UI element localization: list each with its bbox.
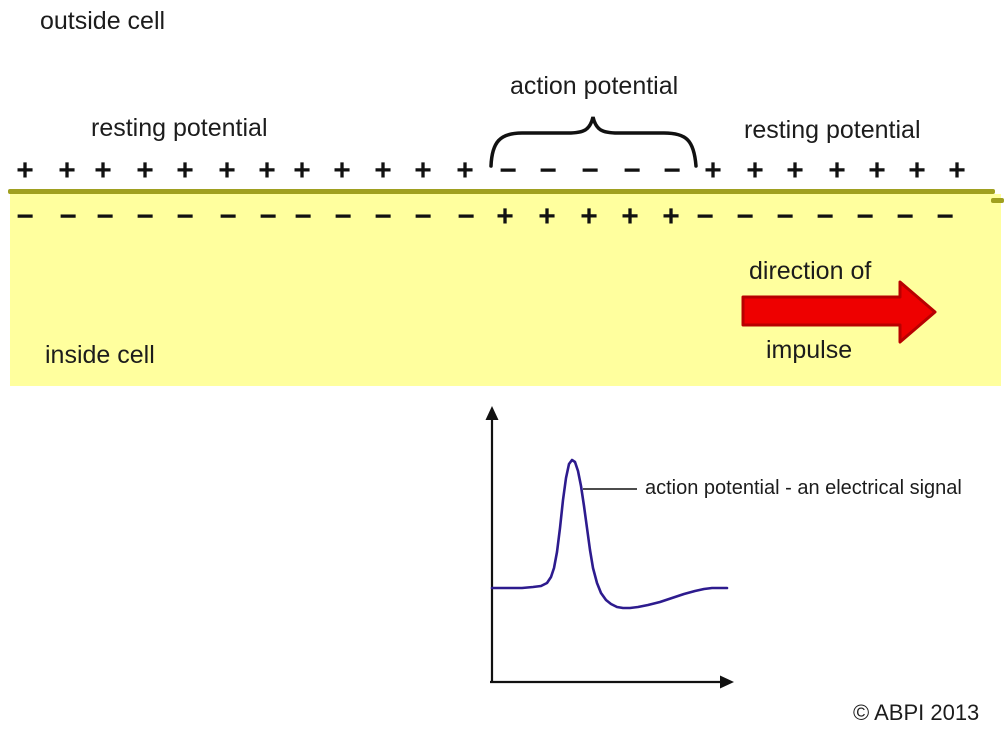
charge-symbol: + [948, 154, 966, 187]
resting-potential-left-label: resting potential [91, 114, 268, 142]
charge-symbol: + [218, 154, 236, 187]
charge-symbol: + [621, 200, 639, 233]
charge-symbol: − [96, 200, 114, 233]
brace-icon [489, 116, 698, 168]
membrane-line-dash [991, 198, 1004, 203]
charge-symbol: − [136, 200, 154, 233]
charge-symbol: + [136, 154, 154, 187]
outside-cell-label: outside cell [40, 7, 166, 35]
charge-symbol: − [663, 154, 681, 187]
direction-arrow-icon [741, 280, 937, 344]
charge-symbol: − [59, 200, 77, 233]
direction-arrow-shape [741, 280, 937, 344]
charge-symbol: − [374, 200, 392, 233]
charge-symbol: − [816, 200, 834, 233]
direction-of-impulse-label-line2: impulse [766, 336, 853, 364]
charge-symbol: − [736, 200, 754, 233]
cell-interior [10, 194, 1001, 386]
graph-annotation-label: action potential - an electrical signal [645, 477, 962, 499]
charge-symbol: + [868, 154, 886, 187]
charge-symbol: − [696, 200, 714, 233]
charge-symbol: + [333, 154, 351, 187]
charge-symbol: − [856, 200, 874, 233]
charge-symbol: + [538, 200, 556, 233]
x-axis-arrowhead-icon [720, 675, 734, 689]
charge-symbol: + [258, 154, 276, 187]
resting-potential-right-label: resting potential [744, 116, 921, 144]
charge-symbol: + [16, 154, 34, 187]
charge-symbol: + [496, 200, 514, 233]
charge-symbol: + [456, 154, 474, 187]
charge-symbol: − [16, 200, 34, 233]
charge-symbol: − [581, 154, 599, 187]
charge-symbol: + [414, 154, 432, 187]
charge-symbol: + [176, 154, 194, 187]
charge-symbol: − [499, 154, 517, 187]
charge-symbol: + [293, 154, 311, 187]
action-potential-graph [485, 406, 734, 689]
charge-symbol: − [176, 200, 194, 233]
charge-symbol: + [374, 154, 392, 187]
inside-cell-label: inside cell [45, 341, 155, 369]
charge-symbol: + [662, 200, 680, 233]
direction-of-impulse-label-line1: direction of [749, 257, 872, 285]
charge-symbol: − [294, 200, 312, 233]
charge-symbol: + [786, 154, 804, 187]
membrane-line [8, 189, 995, 194]
y-axis-arrowhead-icon [485, 406, 499, 420]
charge-symbol: − [539, 154, 557, 187]
charge-symbol: − [414, 200, 432, 233]
charge-symbol: + [908, 154, 926, 187]
membrane-potential-trace [490, 458, 729, 610]
charge-symbol: + [828, 154, 846, 187]
charge-symbol: − [259, 200, 277, 233]
copyright-label: © ABPI 2013 [853, 700, 980, 725]
charge-symbol: + [746, 154, 764, 187]
charge-symbol: − [896, 200, 914, 233]
charge-symbol: − [623, 154, 641, 187]
charge-symbol: + [94, 154, 112, 187]
charge-symbol: − [776, 200, 794, 233]
charge-symbol: − [219, 200, 237, 233]
charge-symbol: + [580, 200, 598, 233]
charge-symbol: − [334, 200, 352, 233]
charge-symbol: + [58, 154, 76, 187]
charge-symbol: − [457, 200, 475, 233]
action-potential-label: action potential [510, 72, 679, 100]
charge-symbol: + [704, 154, 722, 187]
charge-symbol: − [936, 200, 954, 233]
